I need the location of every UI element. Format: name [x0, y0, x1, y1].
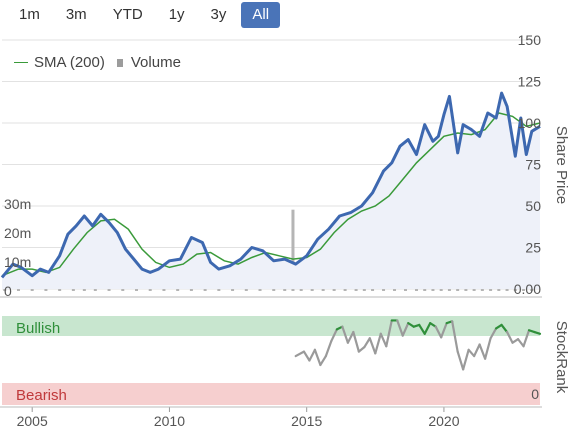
price-tick-label: 25	[525, 240, 541, 256]
stockrank-segment	[352, 330, 360, 353]
stockrank-segment	[522, 329, 531, 348]
price-tick-label: 100	[518, 115, 542, 131]
price-axis: 0.00 25 50 75 100 125 150	[514, 32, 541, 297]
volume-tick-label: 0	[4, 283, 12, 299]
stockrank-tick-label: 0	[531, 386, 539, 402]
volume-tick-label: 30m	[4, 196, 31, 212]
x-tick-label: 2005	[17, 413, 48, 429]
bearish-label: Bearish	[16, 387, 67, 404]
stockrank-segment	[456, 350, 465, 371]
stockrank-segment	[294, 350, 306, 358]
stockrank-segment	[440, 322, 448, 339]
stockrank-segment	[302, 350, 311, 362]
stockrank-segment	[324, 339, 333, 358]
sma-legend-label[interactable]: SMA (200)	[34, 54, 105, 71]
stockrank-segment	[533, 330, 542, 335]
stockrank-segment	[341, 325, 349, 344]
x-tick-label: 2015	[291, 413, 322, 429]
price-tick-label: 125	[518, 74, 542, 90]
range-ytd-button[interactable]: YTD	[112, 6, 143, 23]
stockrank-segment	[368, 337, 377, 355]
range-3m-button[interactable]: 3m	[65, 6, 87, 23]
stockrank-segment	[484, 337, 492, 360]
stockrank-segment	[330, 328, 338, 343]
range-3y-button[interactable]: 3y	[210, 6, 227, 23]
price-tick-label: 0.00	[514, 281, 541, 297]
stockrank-segment	[489, 327, 498, 340]
sma-line	[1, 112, 541, 277]
stockrank-segment	[516, 338, 525, 348]
price-tick-label: 50	[525, 198, 541, 214]
stockrank-line	[294, 319, 542, 371]
volume-legend-label[interactable]: Volume	[130, 54, 181, 71]
stockrank-axis-title: StockRank	[553, 321, 570, 394]
stockrank-segment	[478, 343, 487, 360]
x-tick-label: 2010	[154, 413, 185, 429]
bearish-band	[2, 383, 540, 405]
stockrank-segment	[374, 332, 382, 355]
stockrank-segment	[451, 320, 459, 353]
bullish-label: Bullish	[16, 320, 60, 337]
stockrank-segment	[308, 348, 317, 362]
stockrank-segment	[363, 337, 371, 349]
stockrank-segment	[473, 343, 481, 358]
volume-tick-label: 10m	[4, 254, 31, 270]
price-tick-label: 75	[525, 157, 541, 173]
range-all-button[interactable]: All	[241, 2, 281, 28]
price-line[interactable]	[0, 91, 541, 279]
stockrank-segment	[467, 348, 476, 358]
chart-legend: SMA (200) Volume	[14, 54, 181, 71]
stockrank-axis: 0	[531, 386, 539, 402]
stockrank-segment	[346, 330, 355, 344]
x-tick-label: 2020	[428, 413, 459, 429]
stockrank-segment	[319, 354, 327, 367]
volume-axis: 0 10m 20m 30m	[4, 196, 31, 299]
range-1y-button[interactable]: 1y	[168, 6, 185, 23]
stockrank-segment	[500, 323, 509, 334]
stockrank-segment	[462, 348, 470, 371]
range-selector: 1m 3m YTD 1y 3y All	[8, 2, 281, 30]
stockrank-segment	[505, 330, 514, 344]
sma-legend-swatch	[14, 62, 28, 63]
share-price-axis-title: Share Price	[553, 126, 570, 204]
stockrank-segment	[313, 348, 322, 367]
x-axis: 2005 2010 2015 2020	[0, 406, 542, 429]
stockrank-segment	[434, 325, 443, 339]
bullish-band	[2, 316, 540, 336]
stockrank-segment	[379, 332, 388, 348]
stockrank-segment	[418, 323, 426, 335]
volume-tick-label: 20m	[4, 225, 31, 241]
stockrank-segment	[357, 346, 366, 353]
stockrank-segment	[401, 322, 410, 337]
volume-legend-swatch	[116, 58, 123, 67]
stockrank-segment	[423, 322, 432, 335]
volume-bar	[291, 209, 295, 291]
stockrank-segment	[396, 319, 404, 337]
stockrank-segment	[385, 319, 393, 348]
price-tick-label: 150	[518, 32, 542, 48]
range-1m-button[interactable]: 1m	[19, 6, 40, 23]
